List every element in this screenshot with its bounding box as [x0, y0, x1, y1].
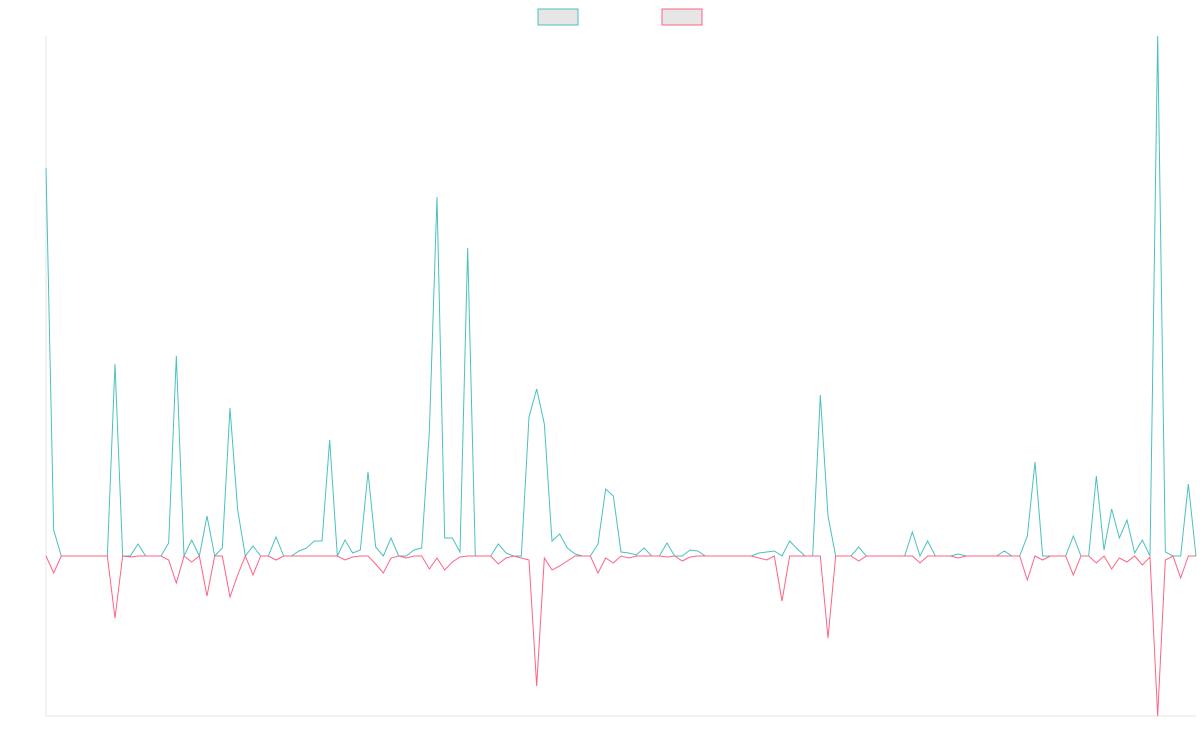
series-line	[45, 35, 1197, 558]
series-line	[45, 554, 1196, 717]
legend-swatch	[661, 8, 703, 26]
legend-swatch	[537, 8, 579, 26]
